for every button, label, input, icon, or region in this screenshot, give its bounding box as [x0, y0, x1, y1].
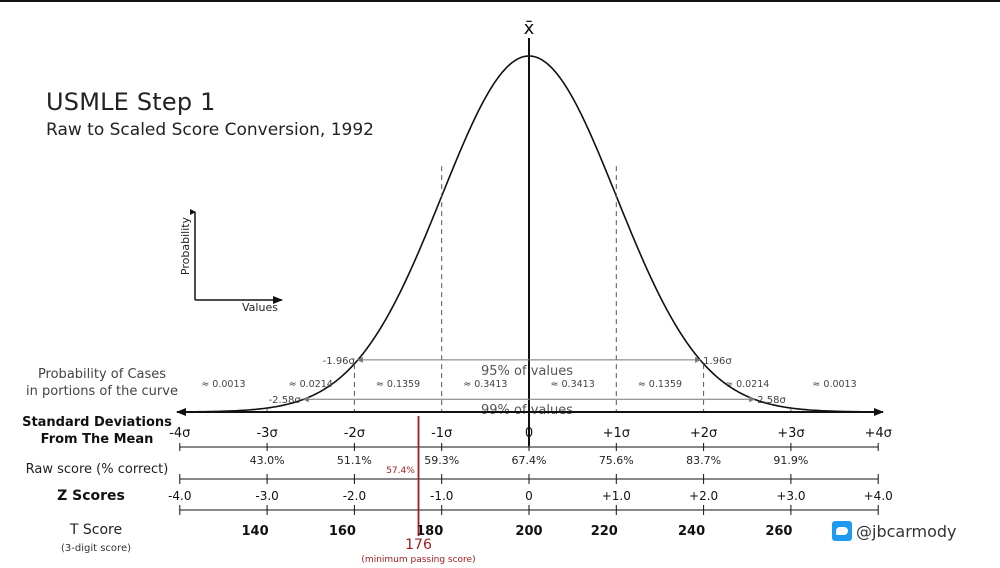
sd-tick-label: +3σ [777, 426, 804, 441]
probability-value: ≈ 0.0214 [725, 379, 769, 390]
raw-score-value: 67.4% [512, 454, 547, 467]
top-rule [0, 0, 1000, 2]
interval-caption: 95% of values [481, 364, 573, 379]
sd-tick-label: +4σ [864, 426, 891, 441]
probability-label-line1: Probability of Cases [38, 367, 166, 382]
sd-tick-label: +2σ [690, 426, 717, 441]
sd-label-line2: From The Mean [41, 432, 154, 447]
z-score-value: -1.0 [430, 489, 453, 503]
probability-value: ≈ 0.0013 [812, 379, 856, 390]
page-title: USMLE Step 1 [46, 88, 216, 116]
t-score-value: 200 [515, 524, 542, 539]
probability-value: ≈ 0.0013 [201, 379, 245, 390]
sd-label-line1: Standard Deviations [22, 415, 172, 430]
interval-left-label: -1.96σ [323, 356, 356, 367]
t-score-value: 240 [678, 524, 705, 539]
scale-layer: ≈ 0.0013 ≈ 0.0214 ≈ 0.1359 ≈ 0.3413 ≈ 0.3413… [168, 379, 893, 565]
z-score-value: -4.0 [168, 489, 191, 503]
raw-score-value: 91.9% [773, 454, 808, 467]
z-score-value: -3.0 [255, 489, 278, 503]
interval-right-label: 2.58σ [757, 395, 786, 406]
sd-tick-label: -4σ [169, 426, 190, 441]
t-score-sublabel: (3-digit score) [61, 543, 131, 554]
z-score-value: +1.0 [602, 489, 631, 503]
z-score-value: -2.0 [343, 489, 366, 503]
sd-tick-label: -2σ [344, 426, 365, 441]
sd-tick-label: +1σ [603, 426, 630, 441]
t-score-label: T Score [69, 522, 122, 538]
sd-tick-label: 0 [525, 426, 533, 441]
raw-score-value: 75.6% [599, 454, 634, 467]
row-labels: Probability of Cases in portions of the … [22, 367, 178, 554]
page-subtitle: Raw to Scaled Score Conversion, 1992 [46, 120, 374, 140]
raw-score-value: 59.3% [424, 454, 459, 467]
twitter-bird-icon [832, 521, 852, 541]
z-score-value: 0 [525, 489, 533, 503]
z-score-value: +2.0 [689, 489, 718, 503]
sd-tick-label: -1σ [431, 426, 452, 441]
probability-value: ≈ 0.1359 [638, 379, 682, 390]
twitter-handle[interactable]: @jbcarmody [856, 521, 957, 541]
sd-tick-label: -3σ [256, 426, 277, 441]
t-score-value: 260 [765, 524, 792, 539]
mean-symbol: x̄ [524, 18, 535, 39]
passing-score-value: 176 [405, 537, 432, 553]
probability-label-line2: in portions of the curve [26, 384, 178, 399]
raw-score-value: 43.0% [250, 454, 285, 467]
z-score-value: +3.0 [776, 489, 805, 503]
t-score-value: 220 [591, 524, 618, 539]
raw-score-value: 83.7% [686, 454, 721, 467]
passing-raw-score: 57.4% [386, 466, 415, 476]
credit: @jbcarmody [832, 520, 957, 542]
inset-axes: Probability Values [179, 209, 283, 314]
probability-value: ≈ 0.1359 [376, 379, 420, 390]
t-score-value: 140 [242, 524, 269, 539]
probability-value: ≈ 0.3413 [551, 379, 595, 390]
z-score-value: +4.0 [864, 489, 893, 503]
t-score-value: 160 [329, 524, 356, 539]
raw-score-label: Raw score (% correct) [26, 462, 169, 477]
curve-layer: -1.96σ 1.96σ 95% of values -2.58σ 2.58σ 99% o… [179, 38, 879, 446]
inset-x-label: Values [242, 301, 278, 314]
raw-score-value: 51.1% [337, 454, 372, 467]
probability-value: ≈ 0.3413 [463, 379, 507, 390]
interval-caption: 99% of values [481, 403, 573, 418]
z-scores-label: Z Scores [57, 488, 125, 504]
passing-score-note: (minimum passing score) [361, 555, 475, 565]
interval-right-label: 1.96σ [703, 356, 732, 367]
t-score-value: 180 [416, 524, 443, 539]
probability-value: ≈ 0.0214 [289, 379, 333, 390]
interval-left-label: -2.58σ [269, 395, 302, 406]
inset-y-label: Probability [179, 216, 192, 275]
